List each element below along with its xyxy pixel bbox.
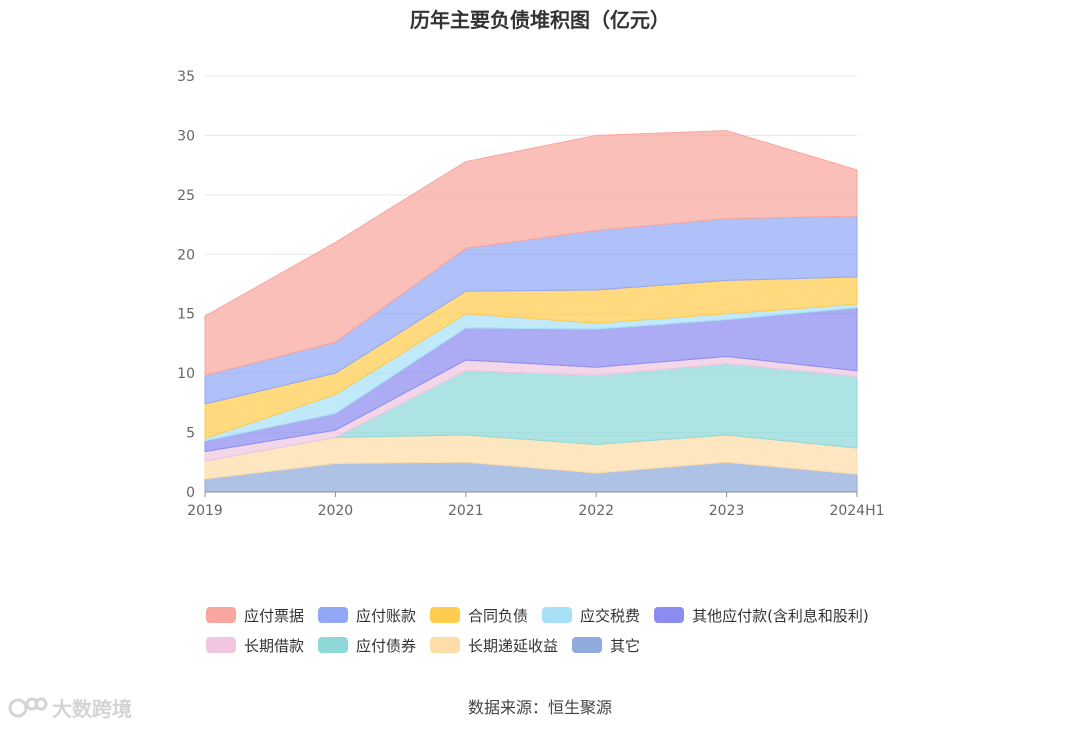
x-tick-label: 2022	[578, 503, 614, 519]
legend-label: 长期借款	[244, 636, 305, 655]
watermark-text: 大数跨境	[52, 697, 132, 721]
legend-item[interactable]: 长期借款	[206, 635, 304, 656]
legend-row-2: 长期借款 应付债券 长期递延收益 其它	[206, 630, 906, 660]
legend-swatch	[572, 637, 603, 653]
x-tick-label: 2023	[709, 503, 745, 519]
watermark-logo-icon	[8, 697, 48, 717]
legend-label: 合同负债	[468, 606, 529, 625]
x-tick-label: 2019	[187, 503, 223, 519]
source-note: 数据来源：恒生聚源	[467, 698, 612, 717]
legend-swatch	[206, 637, 236, 653]
legend-row-1: 应付票据 应付账款 合同负债 应交税费 其他应付款(含利息和股利)	[206, 600, 906, 630]
y-tick-label: 35	[177, 69, 195, 85]
legend: 应付票据 应付账款 合同负债 应交税费 其他应付款(含利息和股利) 长期借款 应付债券 长期…	[206, 600, 906, 660]
watermark: 大数跨境	[8, 693, 132, 722]
y-tick-label: 10	[177, 366, 195, 382]
legend-label: 其他应付款(含利息和股利)	[692, 606, 869, 625]
legend-label: 应付债券	[356, 636, 417, 655]
legend-item[interactable]: 应付债券	[318, 635, 416, 656]
x-tick-label: 2024H1	[829, 503, 884, 519]
legend-item[interactable]: 应付账款	[318, 605, 416, 626]
legend-label: 应付票据	[244, 606, 305, 625]
chart-title: 历年主要负债堆积图（亿元）	[410, 8, 670, 32]
legend-label: 应付账款	[356, 606, 417, 625]
legend-label: 其它	[610, 636, 641, 655]
area-series	[204, 130, 858, 377]
legend-swatch	[542, 607, 573, 623]
legend-swatch	[206, 607, 236, 623]
legend-swatch	[654, 607, 685, 623]
legend-swatch	[430, 637, 461, 653]
x-tick-label: 2020	[318, 503, 354, 519]
y-tick-label: 25	[177, 188, 195, 204]
y-tick-label: 20	[177, 247, 195, 263]
x-tick-label: 2021	[448, 503, 484, 519]
legend-swatch	[430, 607, 461, 623]
legend-swatch	[318, 607, 349, 623]
y-tick-label: 0	[186, 485, 195, 501]
y-tick-label: 30	[177, 128, 195, 144]
y-tick-label: 15	[177, 307, 195, 323]
legend-label: 长期递延收益	[468, 636, 559, 655]
legend-item[interactable]: 应付票据	[206, 605, 304, 626]
legend-label: 应交税费	[580, 606, 641, 625]
legend-item[interactable]: 合同负债	[430, 605, 528, 626]
y-tick-label: 5	[186, 426, 195, 442]
legend-item[interactable]: 应交税费	[542, 605, 640, 626]
legend-swatch	[318, 637, 349, 653]
stacked-area-chart: 0 5 10 15 20 25 30 35 2019 2020 2021 2022 2023 2024H1	[177, 69, 884, 519]
legend-item[interactable]: 其它	[572, 635, 640, 656]
legend-item[interactable]: 长期递延收益	[430, 635, 558, 656]
legend-item[interactable]: 其他应付款(含利息和股利)	[654, 605, 869, 626]
